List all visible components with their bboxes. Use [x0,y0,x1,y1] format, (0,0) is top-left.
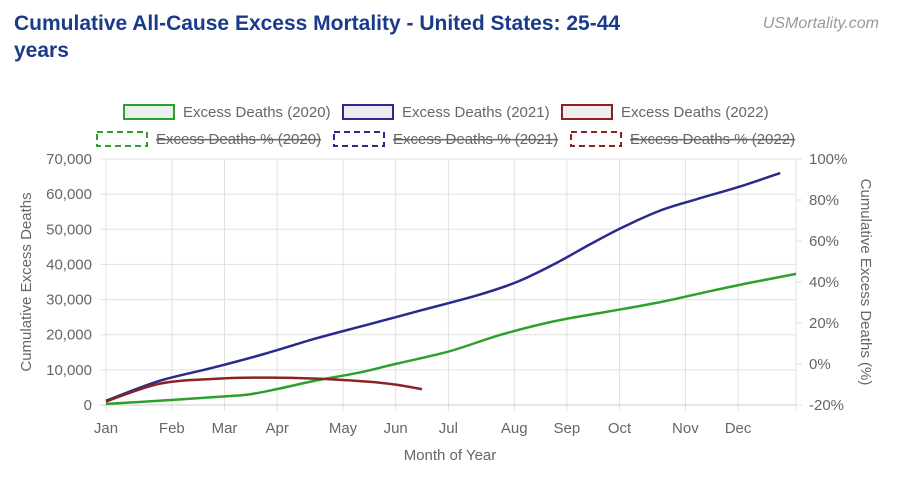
x-tick-label: May [329,420,358,437]
legend-swatch [123,104,175,120]
y-tick-label: 10,000 [46,362,92,379]
chart-title: Cumulative All-Cause Excess Mortality - … [14,12,621,62]
legend-item-5[interactable]: Excess Deaths % (2022) [570,131,795,148]
x-tick-label: Jul [439,420,458,437]
series-line-1 [105,171,781,402]
y2-tick-label: -20% [809,397,844,414]
legend-label: Excess Deaths (2021) [402,104,550,121]
x-tick-label: Jun [384,420,408,437]
legend-item-1[interactable]: Excess Deaths (2021) [342,104,550,121]
y2-tick-label: 60% [809,233,839,250]
series-line-0 [105,272,797,406]
x-tick-label: Dec [725,420,752,437]
x-tick-label: Sep [554,420,581,437]
legend-label: Excess Deaths % (2020) [156,131,321,148]
y-tick-label: 60,000 [46,186,92,203]
gridlines [100,158,802,411]
y-tick-label: 40,000 [46,256,92,273]
x-tick-label: Jan [94,420,118,437]
y-tick-label: 70,000 [46,151,92,168]
y-axis-ticks: 0 10,000 20,000 30,000 40,000 50,000 60,000 70,… [46,151,92,414]
legend-item-3[interactable]: Excess Deaths % (2020) [96,131,321,148]
legend-label: Excess Deaths (2022) [621,104,769,121]
legend-swatch [570,131,622,147]
y2-axis-title: Cumulative Excess Deaths (%) [857,179,874,386]
y2-tick-label: 40% [809,274,839,291]
y-axis-title: Cumulative Excess Deaths [18,192,35,371]
y2-tick-label: 100% [809,151,847,168]
legend-swatch [333,131,385,147]
x-axis-title: Month of Year [404,447,497,464]
x-axis-ticks: Jan Feb Mar Apr May Jun Jul Aug Sep Oct Nov Dec [94,420,752,437]
legend-item-4[interactable]: Excess Deaths % (2021) [333,131,558,148]
legend-label: Excess Deaths (2020) [183,104,331,121]
legend-swatch [96,131,148,147]
x-tick-label: Feb [159,420,185,437]
y-tick-label: 30,000 [46,292,92,309]
legend-item-0[interactable]: Excess Deaths (2020) [123,104,331,121]
x-tick-label: Aug [501,420,528,437]
y2-tick-label: 0% [809,356,831,373]
watermark: USMortality.com [762,15,879,32]
y2-tick-label: 80% [809,192,839,209]
legend-item-2[interactable]: Excess Deaths (2022) [561,104,769,121]
legend[interactable]: Excess Deaths (2020) Excess Deaths (2021)… [96,104,795,148]
series-lines [105,171,797,406]
legend-swatch [342,104,394,120]
y2-tick-label: 20% [809,315,839,332]
x-tick-label: Mar [212,420,238,437]
y-tick-label: 50,000 [46,221,92,238]
x-tick-label: Nov [672,420,699,437]
legend-label: Excess Deaths % (2022) [630,131,795,148]
y-tick-label: 20,000 [46,327,92,344]
x-tick-label: Apr [266,420,289,437]
series-line-2 [105,376,423,403]
legend-label: Excess Deaths % (2021) [393,131,558,148]
x-tick-label: Oct [608,420,632,437]
y-tick-label: 0 [84,397,92,414]
y2-axis-ticks: -20% 0% 20% 40% 60% 80% 100% [809,151,847,414]
legend-swatch [561,104,613,120]
